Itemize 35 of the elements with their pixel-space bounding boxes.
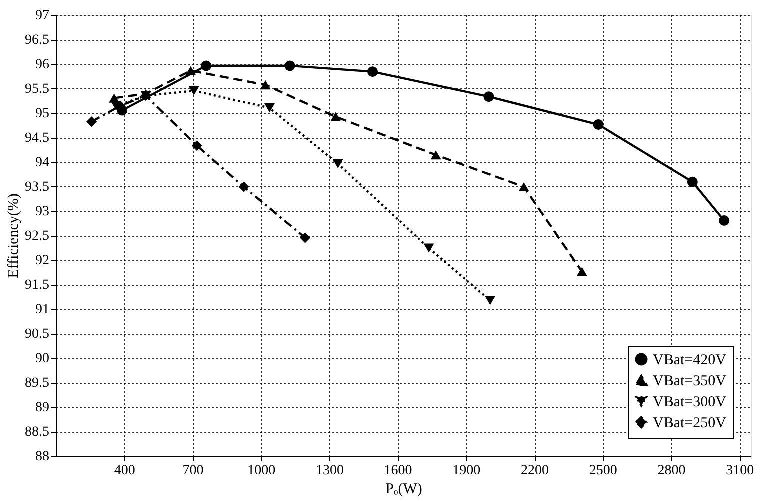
y-tick-label: 93 — [36, 204, 50, 220]
y-tick-label: 91.5 — [25, 278, 50, 293]
y-tick-label: 95.5 — [25, 82, 50, 97]
legend-label: VBat=420V — [653, 352, 727, 368]
x-axis-title: Pₒ(W) — [386, 482, 422, 498]
y-tick-label: 92.5 — [25, 229, 50, 244]
y-tick-label: 93.5 — [25, 180, 50, 195]
x-tick-label: 400 — [114, 464, 136, 478]
x-tick-label: 700 — [182, 464, 204, 478]
y-tick-label: 89.5 — [25, 376, 50, 391]
y-axis-title: Efficiency(%) — [6, 194, 22, 278]
y-tick-label: 91 — [36, 302, 50, 318]
legend-label: VBat=250V — [653, 416, 727, 432]
y-tick-label: 95 — [36, 106, 50, 122]
y-tick-label: 94.5 — [25, 131, 50, 146]
x-tick-label: 2800 — [658, 464, 686, 478]
y-tick-label: 90 — [36, 352, 50, 366]
x-tick-label: 2200 — [521, 464, 550, 478]
x-tick-label: 1600 — [384, 464, 412, 478]
x-tick-label: 1000 — [248, 464, 276, 478]
x-tick-label: 3100 — [726, 464, 754, 478]
legend-label: VBat=300V — [653, 394, 727, 410]
y-tick-label: 96 — [36, 58, 50, 72]
y-tick-label: 97 — [36, 8, 50, 24]
y-tick-label: 94 — [36, 156, 50, 170]
legend-label: VBat=350V — [653, 374, 727, 390]
x-tick-label: 1900 — [452, 464, 481, 478]
x-tick-label: 2500 — [589, 464, 618, 478]
y-tick-label: 90.5 — [25, 327, 50, 342]
x-tick-label: 1300 — [316, 464, 344, 478]
y-tick-label: 89 — [36, 400, 50, 416]
y-tick-label: 96.5 — [25, 33, 50, 48]
y-tick-label: 88 — [36, 450, 50, 464]
y-tick-label: 92 — [36, 254, 50, 268]
y-tick-label: 88.5 — [25, 425, 50, 440]
